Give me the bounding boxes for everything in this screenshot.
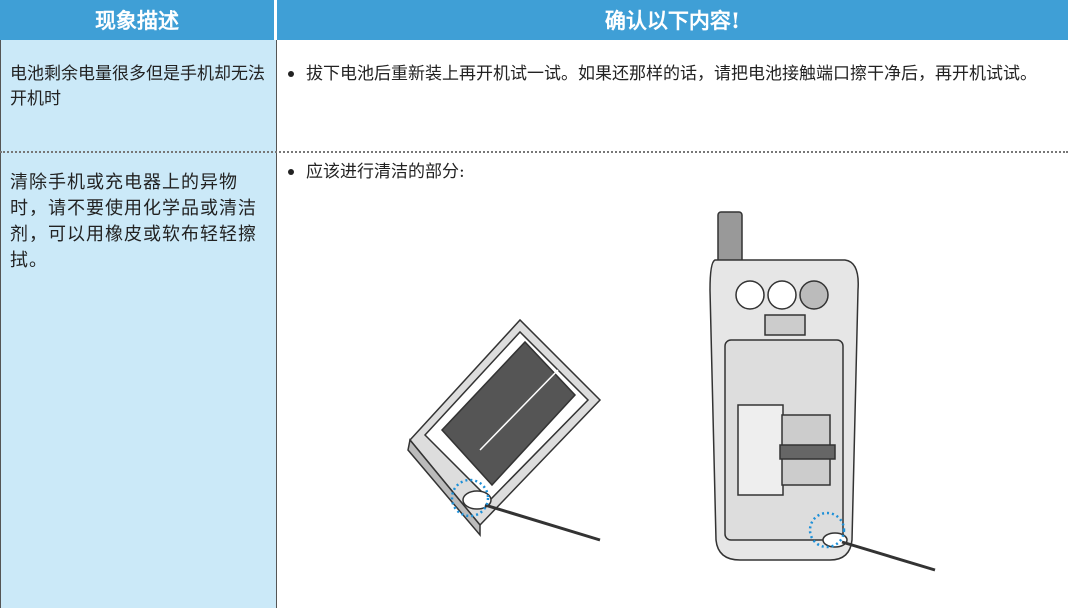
header-cell: 现象描述 xyxy=(0,0,276,40)
row-divider xyxy=(0,151,1068,153)
bullet xyxy=(288,169,294,175)
symptom: 电池剩余电量很多但是手机却无法开机时 xyxy=(10,64,265,109)
solution: 拔下电池后重新装上再开机试一试。如果还那样的话，请把电池接触端口擦干净后，再开机… xyxy=(306,64,1037,84)
solution: 应该进行清洁的部分: xyxy=(306,162,465,182)
illustration xyxy=(407,211,936,572)
bullet xyxy=(288,71,294,77)
symptom: 清除手机或充电器上的异物时，请不要使用化学品或清洁剂，可以用橡皮或软布轻轻擦拭。 xyxy=(10,172,257,271)
header-cell: 确认以下内容! xyxy=(277,0,1068,40)
left-column xyxy=(0,40,277,608)
